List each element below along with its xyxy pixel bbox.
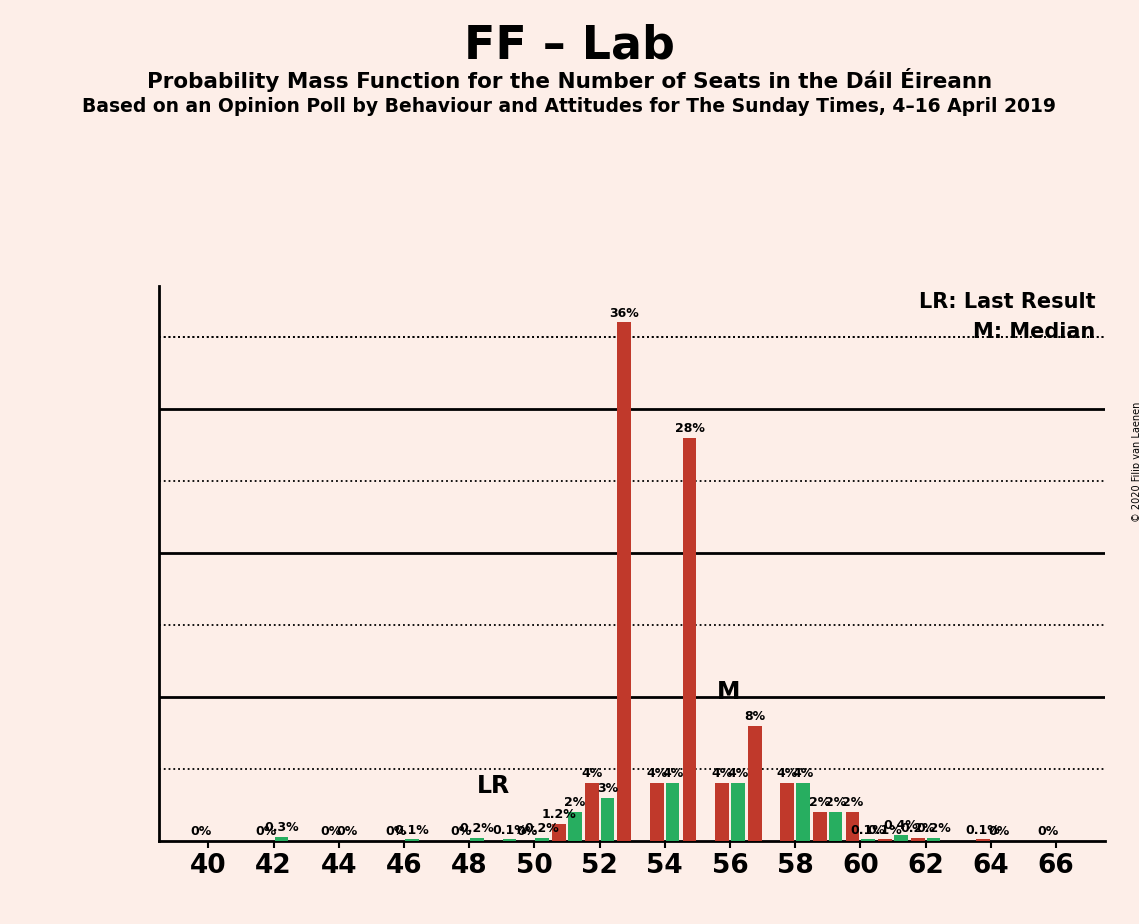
Text: 4%: 4% [646, 767, 667, 781]
Bar [715, 784, 729, 841]
Text: 0.1%: 0.1% [966, 823, 1000, 836]
Bar [502, 839, 516, 841]
Bar [650, 784, 664, 841]
Text: Probability Mass Function for the Number of Seats in the Dáil Éireann: Probability Mass Function for the Number… [147, 68, 992, 92]
Text: 0.2%: 0.2% [916, 822, 951, 835]
Bar [813, 812, 827, 841]
Bar [568, 812, 582, 841]
Text: 4%: 4% [793, 767, 813, 781]
Bar [617, 322, 631, 841]
Bar [780, 784, 794, 841]
Text: 0%: 0% [988, 825, 1009, 838]
Bar [405, 839, 419, 841]
Text: 0%: 0% [190, 825, 211, 838]
Text: 0.2%: 0.2% [525, 822, 559, 835]
Text: 8%: 8% [744, 710, 765, 723]
Text: 0.4%: 0.4% [884, 820, 918, 833]
Bar [878, 839, 892, 841]
Text: 0.2%: 0.2% [900, 822, 935, 835]
Text: 3%: 3% [597, 782, 618, 795]
Text: 4%: 4% [777, 767, 798, 781]
Text: 0%: 0% [451, 825, 472, 838]
Bar [552, 823, 566, 841]
Text: M: Median: M: Median [973, 322, 1096, 343]
Text: 0%: 0% [516, 825, 538, 838]
Text: 2%: 2% [810, 796, 830, 809]
Text: 0%: 0% [320, 825, 342, 838]
Text: 0.1%: 0.1% [394, 823, 429, 836]
Text: 2%: 2% [842, 796, 863, 809]
Text: 4%: 4% [662, 767, 683, 781]
Text: 0%: 0% [336, 825, 358, 838]
Text: LR: Last Result: LR: Last Result [919, 292, 1096, 312]
Bar [682, 438, 696, 841]
Text: 36%: 36% [609, 307, 639, 320]
Text: © 2020 Filip van Laenen: © 2020 Filip van Laenen [1132, 402, 1139, 522]
Bar [600, 797, 614, 841]
Text: 0%: 0% [385, 825, 407, 838]
Text: 4%: 4% [727, 767, 748, 781]
Bar [976, 839, 990, 841]
Bar [535, 838, 549, 841]
Text: 28%: 28% [674, 421, 704, 435]
Text: 2%: 2% [564, 796, 585, 809]
Text: 1.2%: 1.2% [542, 808, 576, 821]
Bar [748, 725, 762, 841]
Text: 4%: 4% [712, 767, 732, 781]
Text: 0.3%: 0.3% [264, 821, 298, 833]
Text: 0.1%: 0.1% [868, 823, 902, 836]
Text: 2%: 2% [825, 796, 846, 809]
Bar [796, 784, 810, 841]
Text: Based on an Opinion Poll by Behaviour and Attitudes for The Sunday Times, 4–16 A: Based on an Opinion Poll by Behaviour an… [82, 97, 1057, 116]
Text: FF – Lab: FF – Lab [464, 23, 675, 68]
Bar [274, 836, 288, 841]
Text: 0%: 0% [1038, 825, 1059, 838]
Bar [470, 838, 484, 841]
Bar [926, 838, 940, 841]
Bar [829, 812, 843, 841]
Text: M: M [716, 680, 740, 704]
Text: 0.1%: 0.1% [492, 823, 527, 836]
Text: 4%: 4% [581, 767, 603, 781]
Bar [731, 784, 745, 841]
Text: 0.2%: 0.2% [460, 822, 494, 835]
Text: LR: LR [477, 773, 510, 797]
Bar [861, 839, 875, 841]
Text: 0%: 0% [255, 825, 277, 838]
Bar [845, 812, 859, 841]
Bar [894, 835, 908, 841]
Bar [585, 784, 599, 841]
Bar [911, 838, 925, 841]
Bar [665, 784, 680, 841]
Text: 0.1%: 0.1% [851, 823, 885, 836]
